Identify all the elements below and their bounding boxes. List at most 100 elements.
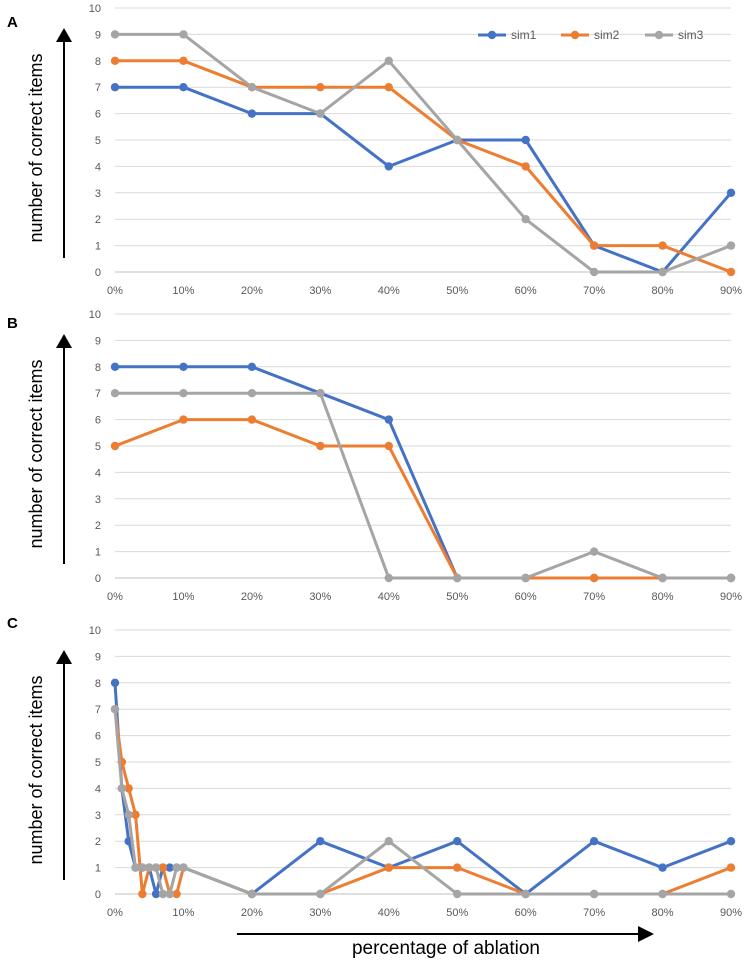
y-tick-label: 5 xyxy=(95,441,101,453)
x-tick-label: 60% xyxy=(515,285,537,297)
data-point-sim2 xyxy=(172,889,181,899)
data-point-sim3 xyxy=(521,889,530,899)
series-line-sim3 xyxy=(115,32,732,274)
series-line-sim3 xyxy=(113,709,731,896)
data-point-sim3 xyxy=(131,863,140,872)
x-tick-label: 90% xyxy=(720,285,742,297)
series-sim2 xyxy=(110,56,736,277)
legend-marker-sim2 xyxy=(570,30,580,40)
x-tick-label: 50% xyxy=(446,591,468,603)
data-point-sim1 xyxy=(179,362,188,371)
x-tick-label: 0% xyxy=(107,591,123,603)
data-point-sim3 xyxy=(453,889,462,899)
data-point-sim1 xyxy=(247,362,257,371)
data-point-sim2 xyxy=(384,83,393,92)
x-tick-label: 70% xyxy=(583,285,605,297)
data-point-sim3 xyxy=(384,837,393,846)
y-tick-label: 8 xyxy=(95,678,101,690)
y-axis-label: number of correct items xyxy=(26,53,46,242)
y-tick-label: 5 xyxy=(95,757,101,769)
legend-marker-sim1 xyxy=(487,30,497,40)
y-tick-label: 10 xyxy=(89,625,101,637)
x-tick-label: 10% xyxy=(172,907,194,919)
data-point-sim2 xyxy=(453,863,462,872)
y-tick-label: 10 xyxy=(89,309,101,321)
data-point-sim2 xyxy=(658,241,667,250)
x-tick-label: 40% xyxy=(378,591,400,603)
y-tick-label: 7 xyxy=(95,82,101,94)
x-tick-label: 40% xyxy=(378,285,400,297)
data-point-sim3 xyxy=(179,389,188,398)
y-tick-label: 1 xyxy=(95,547,101,559)
data-point-sim2 xyxy=(131,810,140,819)
panel-label: C xyxy=(7,615,18,632)
x-tick-label: 40% xyxy=(378,907,400,919)
x-tick-label: 70% xyxy=(583,907,605,919)
series-sim3 xyxy=(110,705,736,899)
y-tick-label: 0 xyxy=(95,889,101,901)
data-point-sim1 xyxy=(316,837,325,846)
series-line-sim2 xyxy=(114,418,731,580)
data-point-sim2 xyxy=(158,863,168,872)
x-axis-arrow-head xyxy=(638,926,654,942)
y-tick-label: 0 xyxy=(95,573,101,585)
y-tick-label: 7 xyxy=(95,704,101,716)
data-point-sim3 xyxy=(151,863,161,872)
data-point-sim2 xyxy=(726,863,736,872)
y-tick-label: 6 xyxy=(95,109,101,121)
data-point-sim1 xyxy=(110,83,120,92)
y-tick-label: 7 xyxy=(95,388,101,400)
x-tick-label: 20% xyxy=(241,907,263,919)
y-tick-label: 3 xyxy=(95,188,101,200)
data-point-sim3 xyxy=(384,573,393,583)
data-point-sim3 xyxy=(179,30,188,39)
data-point-sim3 xyxy=(247,83,257,92)
y-tick-label: 9 xyxy=(95,651,101,663)
x-tick-label: 80% xyxy=(652,907,674,919)
data-point-sim3 xyxy=(726,889,736,899)
y-tick-label: 8 xyxy=(95,56,101,68)
data-point-sim3 xyxy=(110,705,120,714)
x-tick-label: 10% xyxy=(172,285,194,297)
y-tick-label: 6 xyxy=(95,415,101,427)
y-axis-arrow-head xyxy=(56,28,72,42)
x-tick-label: 10% xyxy=(172,591,194,603)
data-point-sim3 xyxy=(145,863,154,872)
data-point-sim2 xyxy=(726,267,736,277)
y-tick-label: 3 xyxy=(95,494,101,506)
data-point-sim2 xyxy=(110,56,120,65)
data-point-sim2 xyxy=(124,784,133,793)
data-point-sim1 xyxy=(110,362,120,371)
legend-label-sim1: sim1 xyxy=(511,28,537,42)
y-tick-label: 9 xyxy=(95,29,101,41)
data-point-sim3 xyxy=(316,109,325,118)
data-point-sim3 xyxy=(138,863,147,872)
series-line-sim1 xyxy=(115,85,733,274)
data-point-sim3 xyxy=(117,784,127,793)
data-point-sim3 xyxy=(384,56,393,65)
y-axis-label: number of correct items xyxy=(26,359,46,548)
x-tick-label: 30% xyxy=(309,907,331,919)
y-tick-label: 6 xyxy=(95,731,101,743)
data-point-sim2 xyxy=(138,889,147,899)
y-tick-label: 4 xyxy=(95,467,101,479)
data-point-sim3 xyxy=(726,241,736,250)
y-tick-label: 4 xyxy=(95,783,101,795)
data-point-sim1 xyxy=(453,837,462,846)
data-point-sim1 xyxy=(589,837,599,846)
data-point-sim2 xyxy=(589,241,599,250)
y-axis-arrow-head xyxy=(56,650,72,664)
data-point-sim3 xyxy=(589,267,599,277)
panel-label: B xyxy=(7,315,18,332)
x-tick-label: 70% xyxy=(583,591,605,603)
data-point-sim1 xyxy=(658,863,667,872)
x-axis-label: percentage of ablation xyxy=(352,938,540,959)
y-tick-label: 10 xyxy=(89,3,101,15)
data-point-sim3 xyxy=(247,389,257,398)
data-point-sim2 xyxy=(316,441,325,451)
data-point-sim3 xyxy=(658,573,667,583)
data-point-sim3 xyxy=(589,547,599,556)
data-point-sim3 xyxy=(172,863,181,872)
x-tick-label: 80% xyxy=(652,591,674,603)
